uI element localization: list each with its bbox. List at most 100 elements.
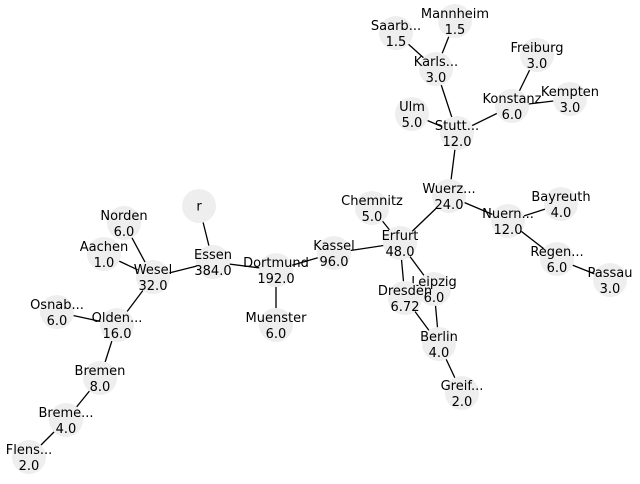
- node-value: 48.0: [386, 245, 415, 260]
- node-value: 3.0: [527, 57, 548, 72]
- node-label: Bremen: [75, 364, 126, 379]
- node-circle: [40, 295, 74, 329]
- node-label: Wesel: [134, 263, 172, 278]
- node-circle: [107, 206, 141, 240]
- node-circle: [544, 187, 578, 221]
- node-value: 5.0: [362, 210, 383, 225]
- node-circle: [388, 281, 422, 315]
- node-circle: [12, 440, 46, 474]
- node-value: 1.0: [94, 256, 115, 271]
- node-circle: [417, 272, 451, 306]
- node-circle: [259, 253, 293, 287]
- node-label: Breme...: [38, 406, 93, 421]
- node-value: 6.0: [547, 261, 568, 276]
- node-olden: Olden...16.0: [92, 308, 143, 342]
- node-label: Olden...: [92, 311, 143, 326]
- node-value: 96.0: [320, 255, 349, 270]
- node-value: 4.0: [56, 422, 77, 437]
- node-circle: [196, 245, 230, 279]
- node-label: Passau: [588, 266, 633, 281]
- node-value: 3.0: [426, 71, 447, 86]
- node-circle: [520, 38, 554, 72]
- node-circle: [317, 236, 351, 270]
- node-wuerz: Wuerz...24.0: [422, 179, 476, 213]
- node-circle: [49, 403, 83, 437]
- node-circle: [432, 179, 466, 213]
- node-label: r: [196, 200, 202, 215]
- node-label: Essen: [194, 248, 232, 263]
- node-value: 4.0: [551, 206, 572, 221]
- node-circle: [83, 361, 117, 395]
- node-label: Mannheim: [421, 7, 489, 22]
- node-value: 4.0: [429, 346, 450, 361]
- node-circle: [379, 16, 413, 50]
- node-circle: [593, 263, 627, 297]
- node-value: 3.0: [600, 282, 621, 297]
- node-value: 6.0: [424, 291, 445, 306]
- node-label: Osnab...: [30, 298, 84, 313]
- node-label: Ulm: [399, 100, 425, 115]
- node-value: 6.0: [266, 327, 287, 342]
- node-label: Wuerz...: [422, 182, 475, 197]
- node-value: 16.0: [103, 327, 132, 342]
- node-label: Saarb...: [371, 19, 421, 34]
- node-stutt: Stutt...12.0: [435, 116, 479, 150]
- node-circle: [540, 242, 574, 276]
- node-circle: [136, 260, 170, 294]
- node-label: Karls...: [414, 55, 458, 70]
- node-value: 8.0: [90, 380, 111, 395]
- node-circle: [383, 226, 417, 260]
- node-circle: [259, 308, 293, 342]
- node-value: 3.0: [560, 101, 581, 116]
- node-value: 6.72: [391, 300, 420, 315]
- node-circle: [553, 82, 587, 116]
- node-circle: [491, 204, 525, 238]
- node-circle: [438, 4, 472, 38]
- node-label: Regen...: [530, 245, 583, 260]
- node-value: 6.0: [502, 108, 523, 123]
- node-value: 12.0: [494, 223, 523, 238]
- node-value: 32.0: [139, 279, 168, 294]
- node-regen: Regen...6.0: [530, 242, 584, 276]
- node-greif: Greif...2.0: [441, 376, 484, 410]
- node-circle: [355, 191, 389, 225]
- node-value: 2.0: [19, 459, 40, 474]
- node-label: Dortmund: [243, 256, 309, 271]
- node-label: Dresden: [378, 284, 432, 299]
- node-circle: [445, 376, 479, 410]
- node-circle: [422, 327, 456, 361]
- node-label: Chemnitz: [341, 194, 403, 209]
- node-circle: [440, 116, 474, 150]
- node-label: Stutt...: [435, 119, 479, 134]
- node-flens: Flens...2.0: [6, 440, 52, 474]
- node-value: 1.5: [445, 23, 466, 38]
- node-circle: [100, 308, 134, 342]
- node-value: 5.0: [402, 116, 423, 131]
- node-label: Kassel: [313, 239, 354, 254]
- node-circle: [395, 97, 429, 131]
- node-circle: [182, 189, 216, 223]
- node-label: Greif...: [441, 379, 484, 394]
- node-saarb: Saarb...1.5: [371, 16, 421, 50]
- node-breme: Breme...4.0: [38, 403, 94, 437]
- node-value: 384.0: [194, 264, 231, 279]
- node-karls: Karls...3.0: [414, 52, 458, 86]
- node-circle: [419, 52, 453, 86]
- node-label: Bayreuth: [531, 190, 590, 205]
- node-label: Kempten: [541, 85, 599, 100]
- node-value: 1.5: [386, 35, 407, 50]
